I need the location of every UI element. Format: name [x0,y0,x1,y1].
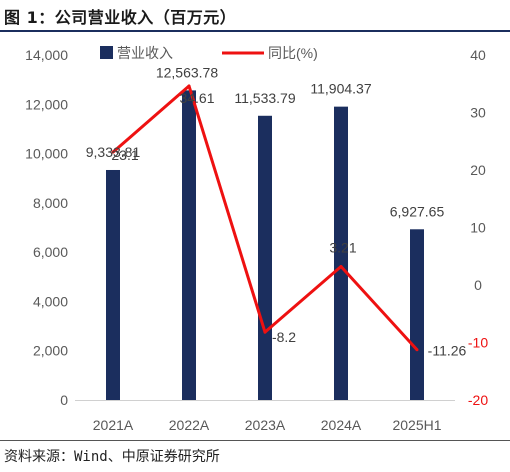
x-tick-label: 2023A [245,417,286,433]
yoy-point [111,150,115,154]
line-series [111,84,419,352]
figure-title: 图 1：公司营业收入（百万元） [4,8,237,27]
legend: 营业收入 同比(%) [100,45,318,61]
line-value-label: 3.21 [329,240,356,256]
line-value-label: -11.26 [428,343,467,359]
bar-value-label: 12,563.78 [156,64,218,80]
right-axis: -20 -10 0 10 20 30 40 [468,47,488,408]
bar-value-label: 11,533.79 [234,90,295,106]
bar-value-label: 11,904.37 [310,81,371,97]
line-value-label: 34.61 [179,90,214,106]
legend-label-bar: 营业收入 [117,45,173,61]
right-tick-label: 0 [474,277,482,293]
data-labels: 9,333.81 12,563.78 11,533.79 11,904.37 6,927… [86,64,467,358]
left-tick-label: 4,000 [33,293,68,309]
yoy-point [339,265,343,269]
revenue-bar [410,229,424,400]
left-tick-label: 12,000 [25,96,68,112]
right-tick-label: 40 [470,47,486,63]
line-value-label: 23.1 [111,147,138,163]
right-tick-label: 20 [470,162,486,178]
revenue-bar [182,90,196,400]
x-tick-label: 2025H1 [392,417,441,433]
left-tick-label: 8,000 [33,195,68,211]
source-note: 资料来源：Wind、中原证券研究所 [4,449,220,465]
legend-swatch-bar [100,46,113,59]
bar-series [106,90,424,401]
x-tick-label: 2021A [93,417,134,433]
left-axis: 0 2,000 4,000 6,000 8,000 10,000 12,000 14,000 [25,47,68,408]
right-tick-label: -10 [468,335,488,351]
x-tick-label: 2022A [169,417,210,433]
left-tick-label: 2,000 [33,343,68,359]
x-tick-label: 2024A [321,417,362,433]
right-tick-label: 30 [470,105,486,121]
bar-value-label: 6,927.65 [390,203,445,219]
revenue-bar [334,106,348,401]
line-value-label: -8.2 [272,329,296,345]
legend-label-line: 同比(%) [268,45,318,61]
bar-value-label: 9,333.81 [86,144,141,160]
left-tick-label: 0 [60,392,68,408]
yoy-point [263,330,267,334]
revenue-bar [106,169,120,400]
right-tick-label: 10 [470,220,486,236]
x-axis: 2021A 2022A 2023A 2024A 2025H1 [75,400,455,433]
left-tick-label: 14,000 [25,47,68,63]
yoy-point [415,348,419,352]
revenue-bar [258,115,272,400]
left-tick-label: 6,000 [33,244,68,260]
right-tick-label: -20 [468,392,488,408]
title-rule [0,30,510,32]
left-tick-label: 10,000 [25,146,68,162]
yoy-point [187,84,191,88]
source-rule [0,440,510,441]
